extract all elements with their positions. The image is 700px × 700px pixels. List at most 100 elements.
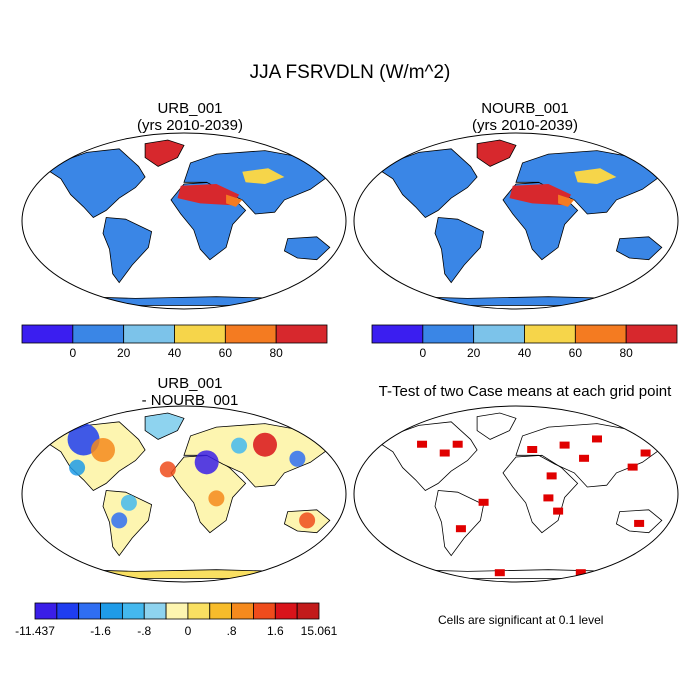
- hotspot-region: [509, 184, 572, 206]
- land-samerica: [434, 217, 485, 284]
- panel-ttest-title-line1: T-Test of two Case means at each grid po…: [378, 383, 672, 400]
- colorbar-swatch: [21, 324, 74, 344]
- land-samerica: [102, 490, 153, 557]
- map-diff-border: [21, 405, 347, 583]
- land-eurasia: [183, 423, 331, 488]
- colorbar-swatch: [371, 324, 424, 344]
- map-diff: [21, 405, 347, 583]
- colorbar-tick-label: 20: [467, 346, 481, 360]
- anomaly-patch: [111, 512, 128, 529]
- land-namerica: [375, 148, 478, 219]
- panel-diff-title-line1: URB_001: [157, 375, 223, 392]
- panel-diff-title-line2: - NOURB_001: [141, 392, 239, 409]
- colorbar-swatch: [574, 324, 627, 344]
- map-ttest: [353, 405, 679, 583]
- significant-cell: [592, 435, 602, 443]
- land-australia: [615, 509, 663, 534]
- map-urb-border: [21, 132, 347, 310]
- colorbar-tick-label: 0: [185, 624, 192, 638]
- panel-ttest-title: T-Test of two Case means at each grid po…: [355, 383, 695, 400]
- map-ttest-border: [353, 405, 679, 583]
- significant-cell: [627, 463, 638, 471]
- colorbar-tick-label: 40: [168, 346, 182, 360]
- panel-diff-title: URB_001 - NOURB_001: [40, 375, 340, 409]
- significant-cell: [546, 472, 557, 480]
- colorbar-tick-label: 40: [518, 346, 532, 360]
- colorbar-swatch: [473, 324, 525, 344]
- colorbar-swatch: [78, 602, 101, 620]
- land-greenland: [476, 139, 517, 167]
- panel-urb-title-line2: (yrs 2010-2039): [137, 117, 243, 134]
- anomaly-patch: [289, 450, 306, 467]
- anomaly-patch: [208, 490, 225, 507]
- colorbar-tick-label: -.8: [137, 624, 151, 638]
- colorbar-tick-label: 80: [269, 346, 283, 360]
- colorbar-tick-label: .8: [227, 624, 237, 638]
- panel-nourb-title-line2: (yrs 2010-2039): [472, 117, 578, 134]
- hotspot-region: [177, 184, 240, 206]
- significant-cell: [553, 507, 564, 515]
- colorbar-tick-label: 80: [619, 346, 633, 360]
- map-urb: [21, 132, 347, 310]
- colorbar-tick-label: -1.6: [90, 624, 111, 638]
- colorbar-swatch: [275, 324, 328, 344]
- panel-nourb-title-line1: NOURB_001: [481, 100, 569, 117]
- panel-urb-title-line1: URB_001: [157, 100, 223, 117]
- land-australia: [283, 236, 331, 261]
- significance-note: Cells are significant at 0.1 level: [438, 613, 604, 627]
- panel-urb-title: URB_001 (yrs 2010-2039): [40, 100, 340, 134]
- significant-cell: [478, 498, 489, 506]
- significant-cell: [640, 449, 651, 457]
- colorbar-swatch: [165, 602, 189, 620]
- colorbar-swatch: [224, 324, 277, 344]
- colorbar-swatch: [422, 324, 475, 344]
- colorbar-swatch: [274, 602, 298, 620]
- figure-title: JJA FSRVDLN (W/m^2): [249, 62, 451, 83]
- colorbar-tick-label: 60: [219, 346, 233, 360]
- hotspot-region: [226, 194, 243, 207]
- significant-cell: [439, 449, 450, 457]
- land-greenland: [476, 412, 517, 440]
- significant-cell: [559, 441, 570, 449]
- colorbar-tick-label: -11.437: [15, 624, 55, 638]
- land-greenland: [144, 139, 185, 167]
- anomaly-patch: [253, 432, 277, 457]
- colorbar-swatch: [231, 602, 254, 620]
- colorbar-swatch: [524, 324, 576, 344]
- colorbar-swatch: [100, 602, 123, 620]
- colorbar-swatch: [625, 324, 678, 344]
- anomaly-patch: [299, 512, 316, 529]
- colorbar-swatch: [72, 324, 125, 344]
- significant-cell: [417, 440, 428, 448]
- colorbar-tick-label: 15.061: [301, 624, 338, 638]
- colorbar-tick-label: 0: [69, 346, 76, 360]
- anomaly-patch: [231, 437, 248, 454]
- colorbar-tick-label: 20: [117, 346, 131, 360]
- hotspot-region: [558, 194, 575, 207]
- significant-cell: [543, 494, 554, 502]
- colorbar-swatch: [34, 602, 58, 620]
- colorbar-swatch: [123, 324, 175, 344]
- significant-cell: [634, 519, 645, 527]
- colorbar-swatch: [187, 602, 211, 620]
- significant-cell: [455, 525, 466, 533]
- significant-cell: [527, 446, 538, 453]
- map-nourb: [353, 132, 679, 310]
- hotspot-region: [574, 168, 617, 184]
- colorbar-diff: -11.437 -1.6 -.8 0 .8 1.6 15.061: [15, 602, 338, 638]
- colorbar-tick-label: 0: [419, 346, 426, 360]
- land-australia: [615, 236, 663, 261]
- colorbar-nourb: 0 20 40 60 80: [371, 324, 678, 360]
- land-greenland: [144, 412, 185, 440]
- colorbar-swatch: [209, 602, 233, 620]
- significant-cell: [579, 454, 590, 462]
- colorbar-swatch: [174, 324, 226, 344]
- map-nourb-border: [353, 132, 679, 310]
- colorbar-swatch: [121, 602, 145, 620]
- anomaly-patch: [91, 438, 115, 462]
- colorbar-tick-label: 60: [569, 346, 583, 360]
- land-samerica: [102, 217, 153, 284]
- map-ttest-ocean: [354, 406, 678, 582]
- anomaly-patch: [69, 459, 86, 476]
